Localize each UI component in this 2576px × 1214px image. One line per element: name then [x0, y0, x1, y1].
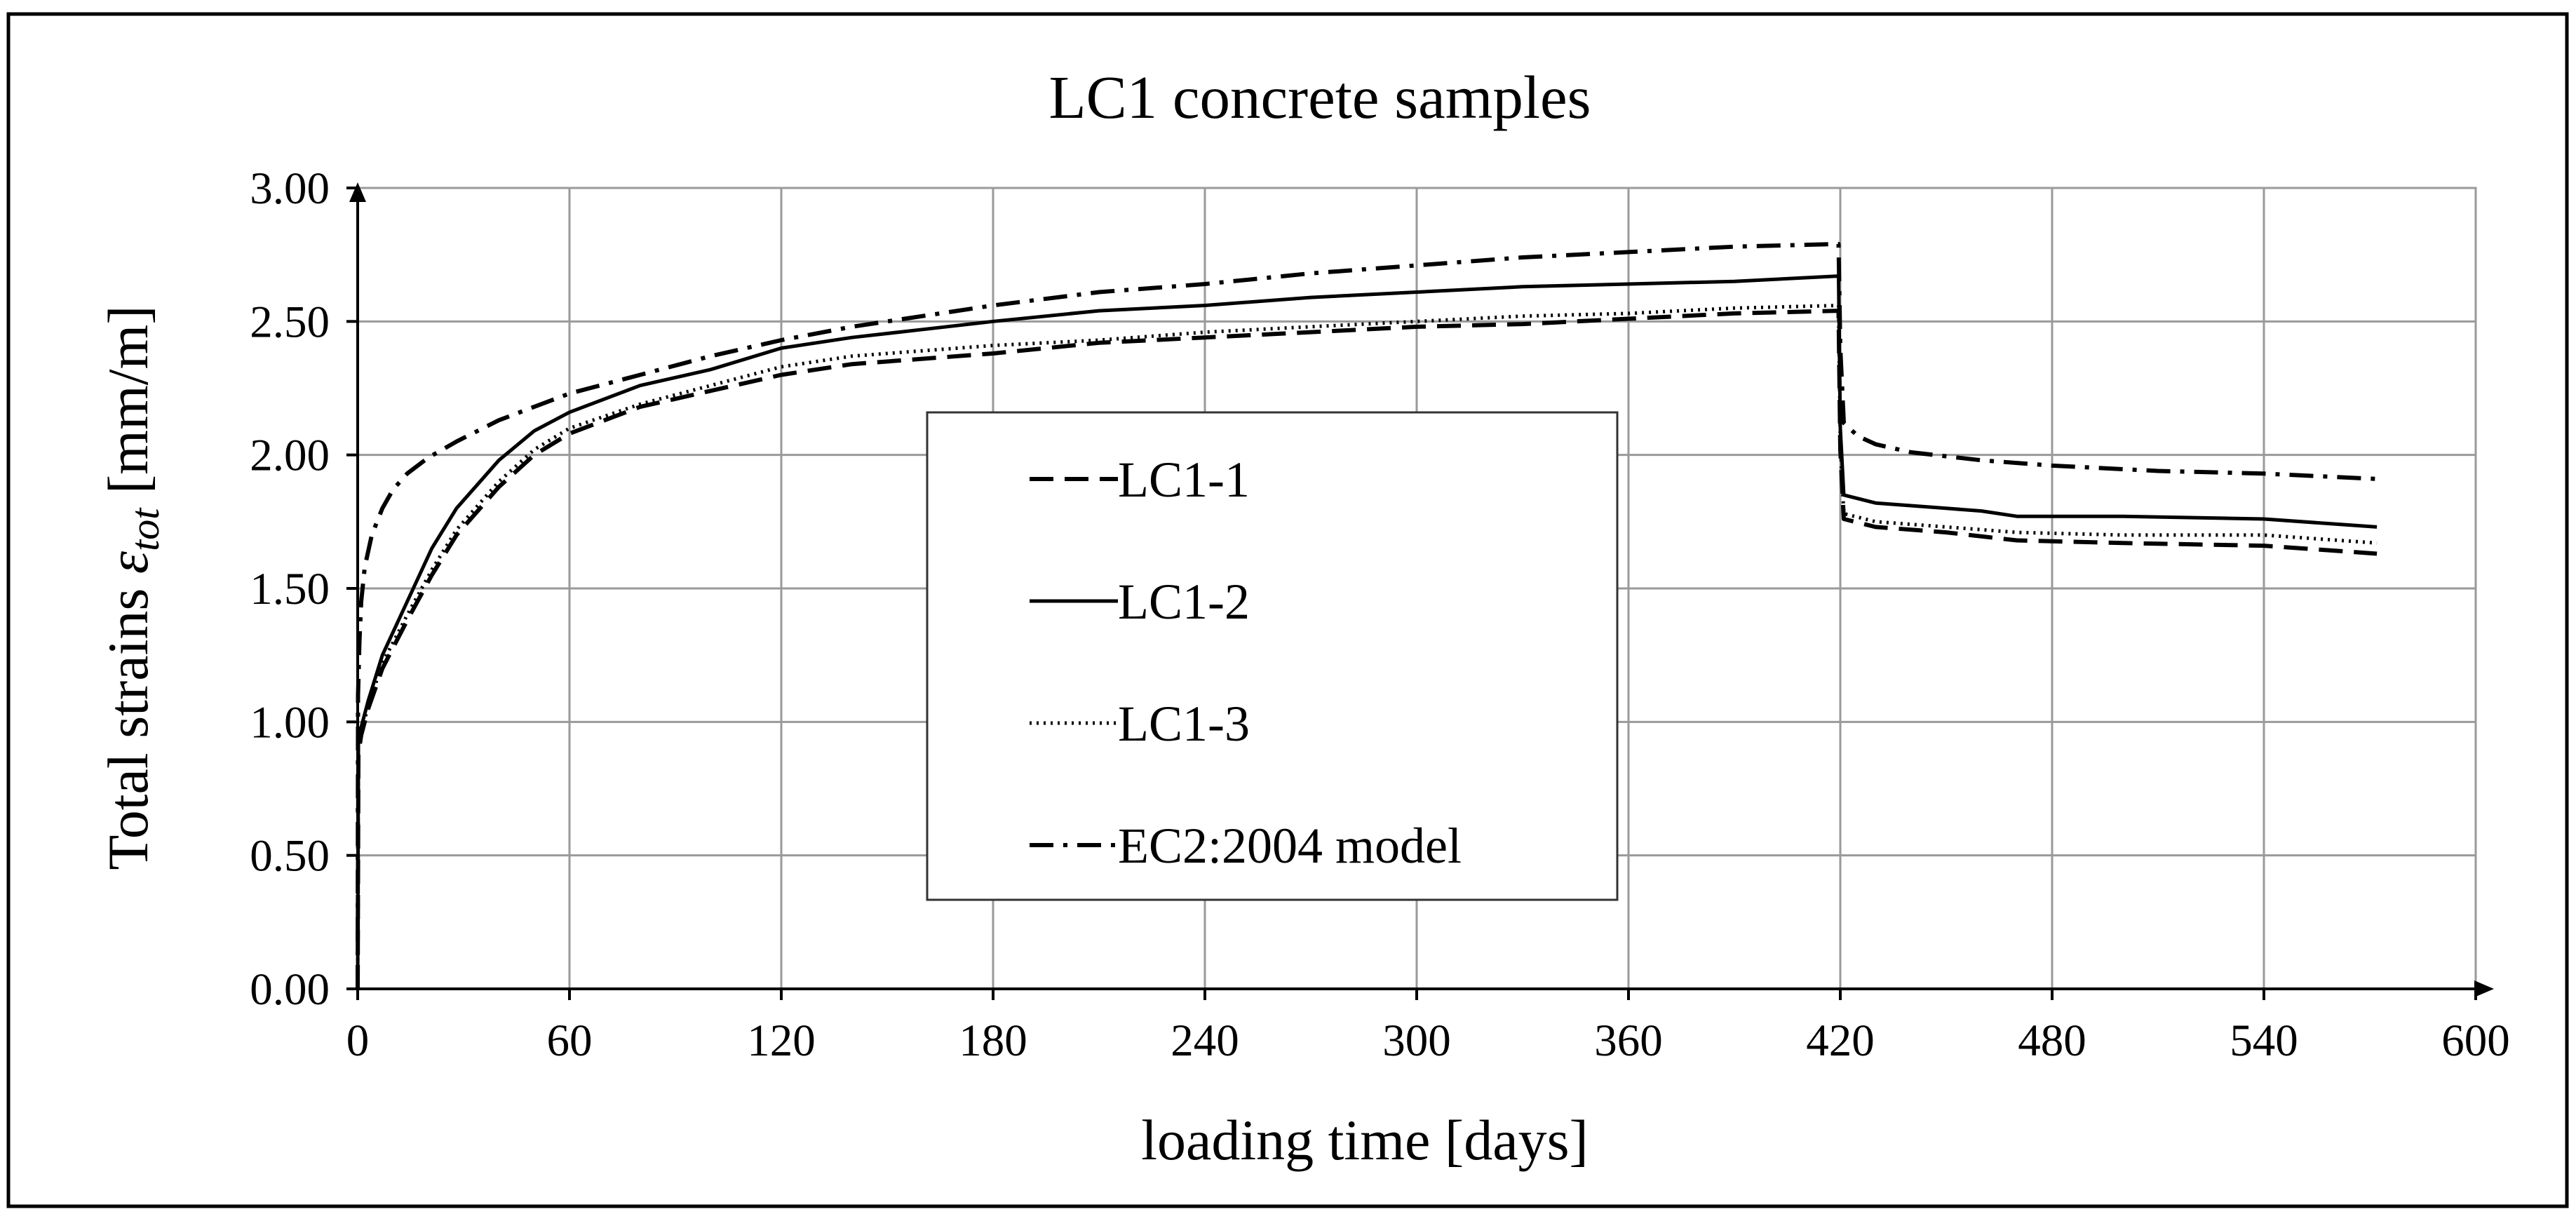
- x-axis-arrow: [2474, 980, 2494, 997]
- legend-label-lc1-3: LC1-3: [1118, 696, 1250, 752]
- x-tick-label: 0: [346, 1016, 370, 1066]
- x-tick-label: 240: [1171, 1016, 1239, 1066]
- legend-label-lc1-2: LC1-2: [1118, 574, 1250, 630]
- x-axis-title: loading time [days]: [1141, 1108, 1589, 1172]
- y-axis-title-suffix: [mm/m]: [96, 305, 160, 508]
- y-axis-title-prefix: Total strains: [96, 574, 160, 870]
- y-tick-label: 3.00: [250, 163, 330, 214]
- series-line-lc1-3: [356, 304, 2378, 990]
- legend-label-lc1-1: LC1-1: [1118, 452, 1250, 508]
- y-axis-title-symbol: ε: [96, 551, 160, 574]
- x-tick-label: 180: [959, 1016, 1027, 1066]
- series-group: [356, 241, 2378, 990]
- x-axis: 0 60 120 180 240 300 360 420 480 540 600: [346, 980, 2510, 1066]
- chart-title: LC1 concrete samples: [1048, 63, 1591, 131]
- x-tick-label: 600: [2441, 1016, 2510, 1066]
- legend: LC1-1 LC1-2 LC1-3 EC2:2004 model: [926, 411, 1619, 901]
- y-tick-label: 1.00: [250, 697, 330, 748]
- legend-box: [926, 411, 1619, 901]
- y-tick-label: 1.50: [250, 564, 330, 614]
- series-line-lc1-1: [356, 309, 2378, 990]
- y-axis-title-subscript: tot: [122, 507, 168, 551]
- x-tick-label: 480: [2018, 1016, 2086, 1066]
- x-tick-label: 300: [1382, 1016, 1451, 1066]
- x-tick-label: 360: [1594, 1016, 1663, 1066]
- series-line-ec2-2004-model: [356, 241, 2378, 990]
- x-tick-label: 60: [547, 1016, 593, 1066]
- x-tick-label: 420: [1806, 1016, 1875, 1066]
- y-axis-arrow: [349, 182, 366, 202]
- y-tick-label: 2.50: [250, 297, 330, 347]
- series-line-lc1-2: [356, 274, 2378, 990]
- y-tick-label: 2.00: [250, 431, 330, 481]
- y-tick-label: 0.50: [250, 831, 330, 882]
- y-axis: 0.00 0.50 1.00 1.50 2.00 2.50 3.00: [250, 163, 366, 1015]
- y-tick-label: 0.00: [250, 964, 330, 1015]
- x-tick-label: 540: [2230, 1016, 2298, 1066]
- legend-label-ec2-2004-model: EC2:2004 model: [1118, 818, 1462, 874]
- y-axis-title: Total strains εtot [mm/m]: [96, 305, 168, 870]
- x-tick-label: 120: [747, 1016, 816, 1066]
